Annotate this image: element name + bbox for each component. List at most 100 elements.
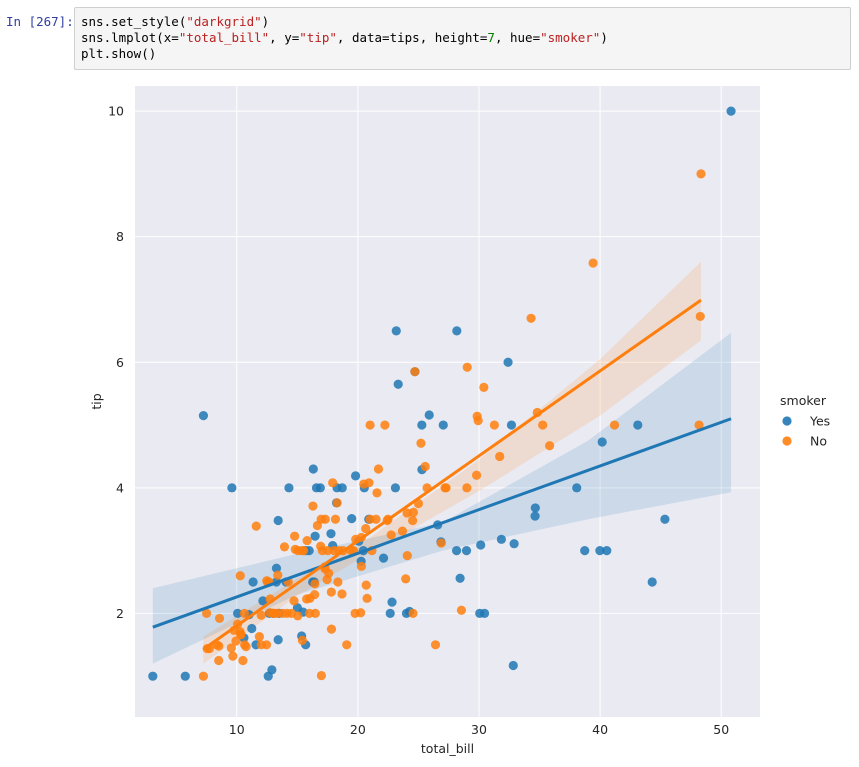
legend-marker-yes (782, 416, 792, 426)
point-no (361, 524, 371, 534)
point-yes (248, 577, 258, 587)
point-yes (308, 464, 318, 474)
point-no (609, 420, 620, 430)
x-tick-label: 50 (713, 722, 729, 737)
point-yes (509, 539, 519, 549)
point-yes (247, 623, 257, 634)
point-no (261, 640, 272, 650)
legend-title: smoker (780, 393, 827, 408)
point-no (333, 577, 343, 587)
code-cell[interactable]: sns.set_style("darkgrid") sns.lmplot(x="… (74, 7, 851, 70)
point-yes (347, 513, 357, 524)
point-no (430, 640, 441, 650)
point-no (231, 636, 241, 646)
cell-prompt: In [267]: (6, 14, 74, 29)
point-no (473, 416, 483, 426)
point-no (372, 488, 382, 498)
point-no (310, 589, 320, 600)
point-no (694, 420, 704, 430)
point-yes (508, 660, 518, 671)
y-tick-label: 4 (116, 480, 124, 495)
point-no (526, 313, 536, 323)
point-no (201, 608, 212, 619)
point-yes (424, 410, 434, 420)
point-no (436, 538, 446, 548)
point-no (235, 571, 245, 581)
legend-label-yes: Yes (809, 414, 830, 429)
point-no (236, 630, 246, 640)
point-yes (387, 597, 397, 607)
point-no (324, 568, 334, 578)
x-tick-label: 20 (350, 722, 366, 737)
point-no (489, 420, 499, 430)
point-yes (148, 671, 158, 681)
point-no (361, 580, 371, 590)
point-yes (438, 420, 448, 430)
point-no (337, 589, 347, 599)
point-yes (633, 420, 643, 430)
point-no (316, 670, 327, 681)
point-yes (258, 596, 268, 606)
point-no (326, 624, 337, 634)
point-yes (284, 483, 294, 493)
point-no (371, 514, 381, 524)
point-no (290, 531, 300, 541)
point-no (330, 514, 341, 524)
point-yes (227, 483, 237, 493)
point-no (302, 535, 312, 546)
point-yes (595, 546, 605, 556)
point-no (588, 258, 598, 268)
point-no (495, 451, 505, 462)
point-yes (337, 483, 347, 493)
y-tick-label: 6 (116, 355, 124, 370)
point-no (408, 515, 418, 526)
point-yes (417, 420, 427, 430)
legend-marker-no (782, 436, 792, 446)
code-text[interactable]: sns.set_style("darkgrid") sns.lmplot(x="… (81, 14, 608, 62)
point-yes (315, 483, 325, 493)
regression-line-no (202, 298, 702, 651)
point-yes (602, 546, 612, 556)
point-yes (479, 608, 490, 619)
point-no (323, 546, 333, 556)
code-line-2: sns.lmplot(x="total_bill", y="tip", data… (81, 30, 608, 45)
point-no (356, 561, 366, 571)
point-no (696, 169, 706, 179)
point-no (441, 483, 451, 493)
y-axis-label: tip (89, 393, 104, 409)
legend-label-no: No (810, 434, 827, 449)
point-yes (530, 511, 540, 521)
point-no (254, 632, 264, 642)
point-yes (647, 577, 657, 587)
point-yes (452, 326, 462, 336)
x-tick-label: 10 (229, 722, 245, 737)
point-yes (451, 546, 462, 556)
point-no (328, 478, 338, 488)
point-yes (393, 379, 403, 389)
point-yes (503, 357, 513, 367)
point-yes (390, 483, 401, 493)
x-tick-label: 40 (592, 722, 608, 737)
point-no (479, 382, 489, 392)
ci-band-yes (152, 332, 732, 664)
y-tick-label: 8 (116, 229, 124, 244)
point-no (297, 635, 307, 646)
point-no (410, 367, 420, 377)
point-yes (271, 563, 282, 573)
point-no (279, 542, 290, 552)
point-no (310, 579, 320, 589)
point-no (401, 574, 411, 584)
point-yes (326, 529, 336, 539)
point-no (332, 498, 342, 508)
point-yes (572, 483, 582, 493)
y-tick-label: 10 (108, 104, 124, 119)
point-yes (232, 608, 243, 619)
point-yes (496, 534, 507, 544)
point-no (380, 420, 390, 430)
point-no (408, 507, 419, 517)
point-no (408, 608, 418, 619)
point-no (326, 587, 336, 597)
point-no (251, 521, 261, 531)
regression-line-yes (152, 417, 732, 629)
code-line-1: sns.set_style("darkgrid") (81, 14, 270, 29)
